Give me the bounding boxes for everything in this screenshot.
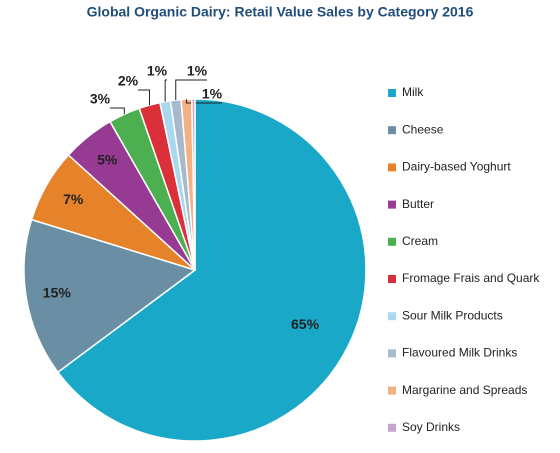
legend-swatch [388,349,396,358]
data-label: 5% [97,151,118,167]
legend-label: Dairy-based Yoghurt [402,160,511,174]
legend-swatch [388,386,396,395]
data-label: 3% [90,91,111,107]
legend-label: Margarine and Spreads [402,383,527,397]
legend-swatch [388,163,396,172]
data-label: 7% [63,191,84,207]
legend-label: Sour Milk Products [402,308,503,322]
legend-swatch [388,237,396,246]
legend-label: Flavoured Milk Drinks [402,346,517,360]
chart-title: Global Organic Dairy: Retail Value Sales… [87,4,474,20]
pie-slice [23,218,197,374]
leader-line [185,99,222,104]
legend-swatch [388,126,396,135]
pie-slice [191,98,196,271]
legend-swatch [388,275,396,283]
legend-swatch [388,89,396,97]
legend-label: Milk [402,85,424,99]
data-label: 15% [43,285,72,301]
legend-swatch [388,423,396,432]
legend-label: Butter [402,197,434,211]
leader-line [175,79,207,101]
legend-label: Cream [402,234,438,248]
data-label: 1% [187,63,208,79]
leader-line [138,89,150,106]
leader-line [164,79,167,102]
legend-swatch [388,200,396,209]
legend-label: Fromage Frais and Quark [402,271,540,285]
data-label: 65% [291,316,320,332]
legend-swatch [388,312,396,321]
legend-label: Soy Drinks [402,420,460,434]
data-label: 1% [202,86,223,102]
leader-line [110,107,125,115]
data-label: 2% [118,73,139,89]
data-label: 1% [147,63,168,79]
pie-slice [56,98,367,442]
legend-label: Cheese [402,122,444,136]
